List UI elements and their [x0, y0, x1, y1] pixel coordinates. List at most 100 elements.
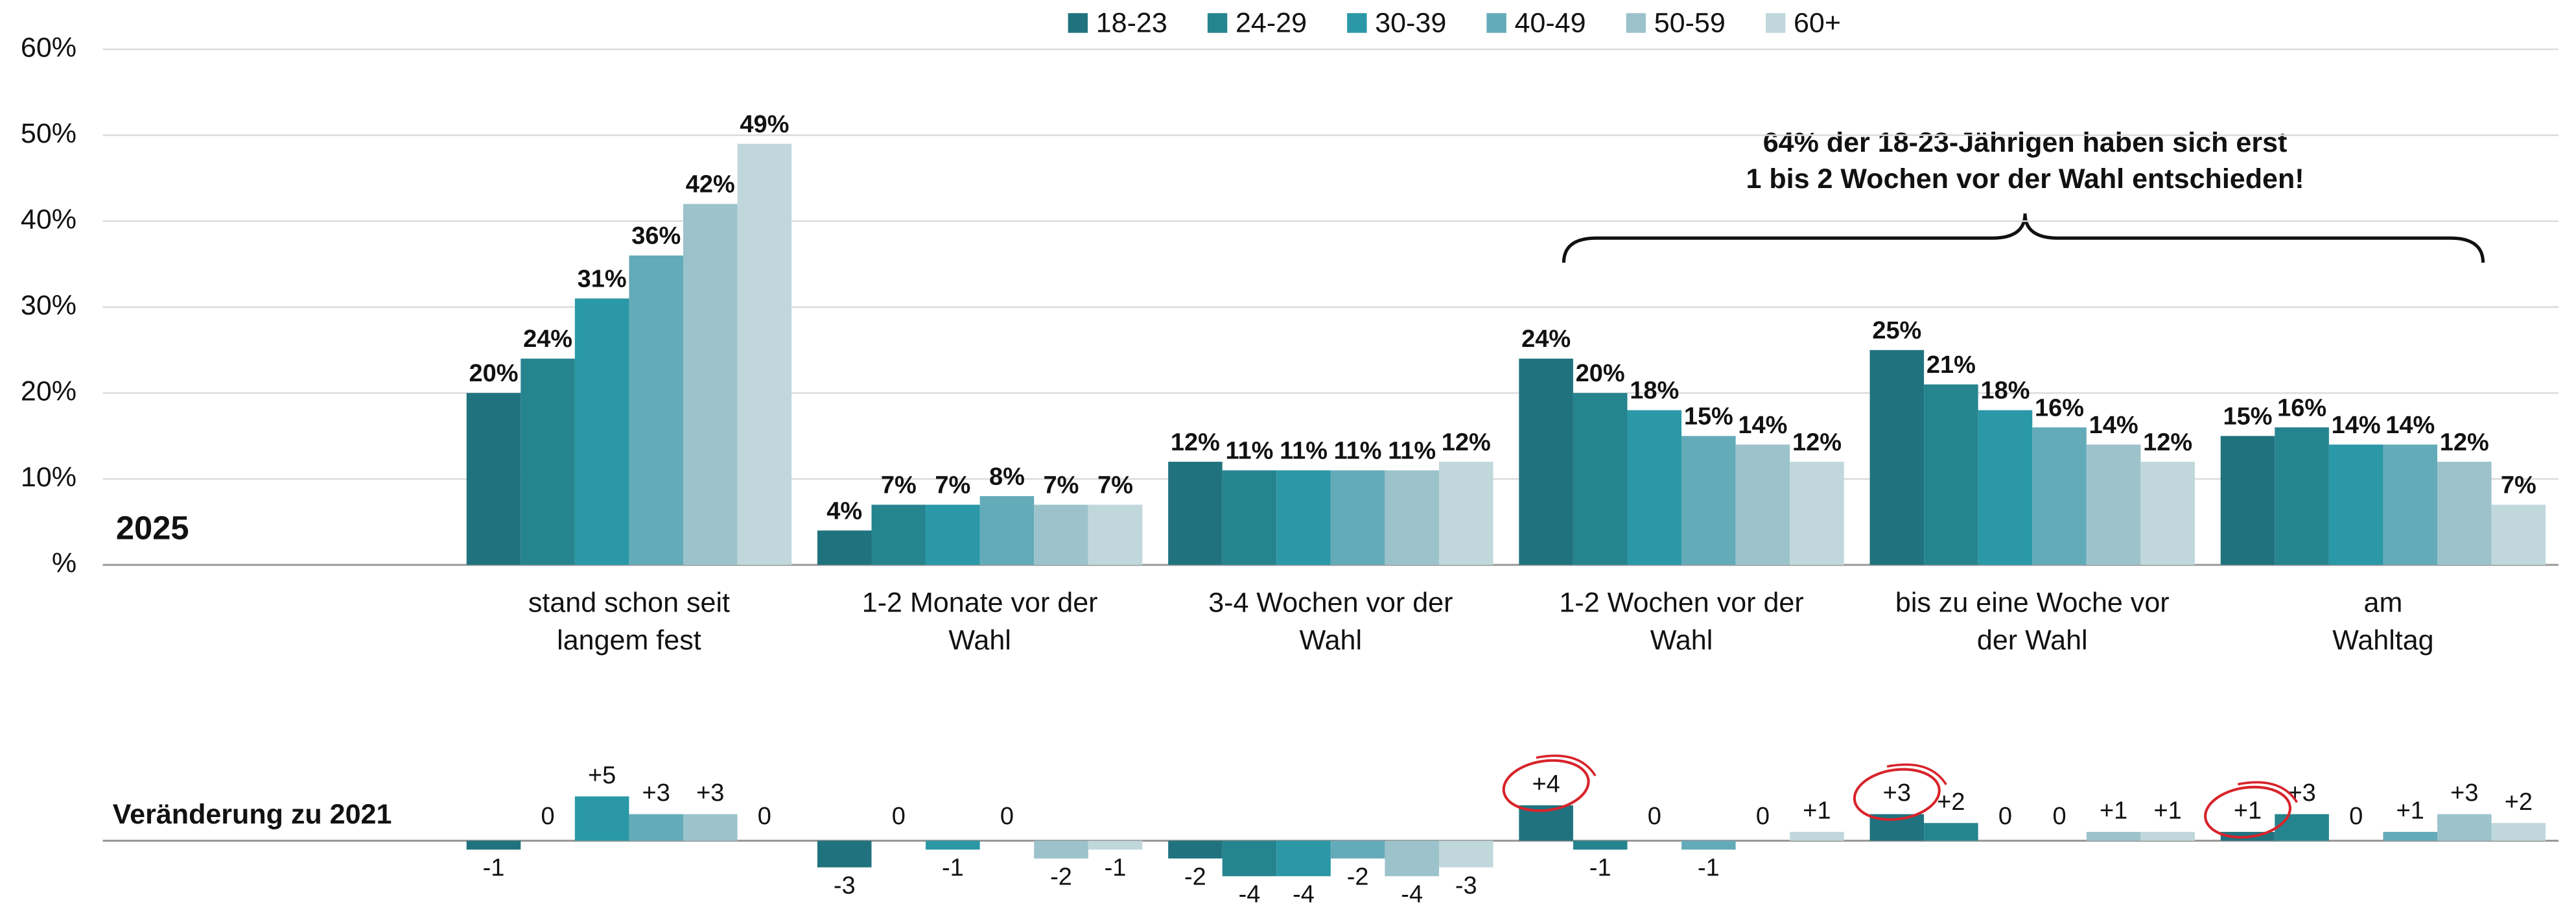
- y-tick-label: %: [52, 548, 76, 579]
- change-label: -2: [1184, 863, 1206, 890]
- bar-label: 7%: [2501, 472, 2536, 499]
- change-label: -1: [1698, 855, 1720, 882]
- bar: [2086, 444, 2141, 565]
- change-label: -4: [1401, 881, 1423, 908]
- change-label: -2: [1347, 863, 1369, 890]
- bar-label: 14%: [2385, 412, 2435, 439]
- bar: [1519, 359, 1573, 565]
- change-label: +3: [696, 779, 724, 807]
- y-tick-label: 30%: [21, 290, 76, 321]
- change-label: +1: [2154, 798, 2182, 825]
- change-label: Veränderung zu 2021: [113, 799, 392, 830]
- bar: [1385, 470, 1439, 565]
- x-tick-label: Wahl: [1650, 625, 1713, 656]
- bar-label: 14%: [1738, 412, 1787, 439]
- bar: [1978, 410, 2033, 565]
- change-label: -1: [1105, 855, 1127, 882]
- change-label: -3: [1455, 872, 1477, 899]
- change-label: +1: [2234, 798, 2262, 825]
- x-tick-label: langem fest: [557, 625, 701, 656]
- bar: [1573, 393, 1628, 565]
- bar: [817, 530, 872, 565]
- bar-label: 11%: [1334, 438, 1382, 465]
- bar: [2140, 462, 2195, 565]
- change-label: 0: [892, 803, 906, 830]
- change-label: 0: [758, 803, 771, 830]
- bar: [1088, 840, 1143, 850]
- bar: [2383, 444, 2438, 565]
- bar-label: 18%: [1980, 377, 2030, 405]
- highlight-stroke: [1886, 763, 1947, 785]
- bar: [629, 814, 684, 841]
- change-label: 0: [1648, 803, 1661, 830]
- bar: [817, 840, 872, 868]
- bar: [1790, 462, 1844, 565]
- bar-label: 15%: [2223, 403, 2273, 431]
- x-tick-label: stand schon seit: [528, 587, 730, 618]
- bar-label: 16%: [2035, 394, 2084, 421]
- bar: [1924, 823, 1978, 841]
- bar: [1276, 470, 1331, 565]
- bar: [574, 796, 629, 841]
- bar: [2383, 831, 2438, 841]
- change-label: +1: [1803, 798, 1831, 825]
- bar: [1034, 840, 1088, 859]
- change-label: -4: [1239, 881, 1261, 908]
- change-label: -1: [942, 855, 964, 882]
- bar: [521, 359, 575, 565]
- bar: [2140, 831, 2195, 841]
- change-label: 0: [1000, 803, 1014, 830]
- highlight-circle: [2204, 785, 2291, 839]
- change-label: +1: [2396, 798, 2424, 825]
- bar-label: 15%: [1684, 403, 1733, 431]
- bar-label: 31%: [578, 265, 627, 292]
- change-label: 0: [2349, 803, 2363, 830]
- legend-swatch: [1765, 13, 1786, 33]
- bar-label: 18%: [1630, 377, 1679, 405]
- bar-label: 49%: [740, 111, 789, 138]
- bar-label: 11%: [1388, 438, 1436, 465]
- change-label: -2: [1050, 863, 1072, 890]
- change-label: 0: [1998, 803, 2012, 830]
- bar-label: 12%: [2143, 429, 2192, 456]
- bar: [979, 496, 1035, 565]
- year-label: 2025: [116, 509, 189, 546]
- change-label: +1: [2100, 798, 2127, 825]
- bar-label: 7%: [1097, 472, 1133, 499]
- x-tick-label: bis zu eine Woche vor: [1895, 587, 2170, 618]
- bar: [466, 840, 521, 850]
- change-label: +3: [642, 779, 670, 807]
- bar-label: 12%: [1792, 429, 1842, 456]
- bar: [1330, 840, 1385, 859]
- x-tick-label: 1-2 Wochen vor der: [1559, 587, 1803, 618]
- bar-label: 12%: [1442, 429, 1491, 456]
- legend-label: 50-59: [1654, 7, 1726, 38]
- bar-label: 7%: [935, 472, 970, 499]
- bar: [1681, 436, 1736, 565]
- bar: [926, 840, 980, 850]
- change-label: 0: [2052, 803, 2066, 830]
- y-tick-label: 40%: [21, 204, 76, 235]
- bar: [1573, 840, 1628, 850]
- change-label: +4: [1532, 771, 1560, 798]
- bar: [737, 143, 792, 565]
- bar: [1276, 840, 1331, 877]
- bar: [574, 298, 629, 565]
- bar: [2437, 462, 2492, 565]
- bar-label: 21%: [1926, 351, 1976, 379]
- bar: [629, 255, 684, 565]
- bar-label: 20%: [1576, 360, 1625, 387]
- bar-label: 7%: [881, 472, 917, 499]
- highlight-stroke: [2237, 781, 2299, 803]
- change-label: +3: [1883, 779, 1911, 807]
- bar-label: 11%: [1226, 438, 1274, 465]
- highlight-stroke: [1536, 754, 1597, 777]
- bar: [1088, 504, 1143, 565]
- bar-label: 24%: [523, 326, 572, 353]
- change-label: -1: [1589, 855, 1611, 882]
- x-tick-label: Wahl: [1300, 625, 1362, 656]
- bar: [871, 504, 926, 565]
- bar: [1790, 831, 1844, 841]
- bar: [1168, 462, 1223, 565]
- change-label: -3: [834, 872, 856, 899]
